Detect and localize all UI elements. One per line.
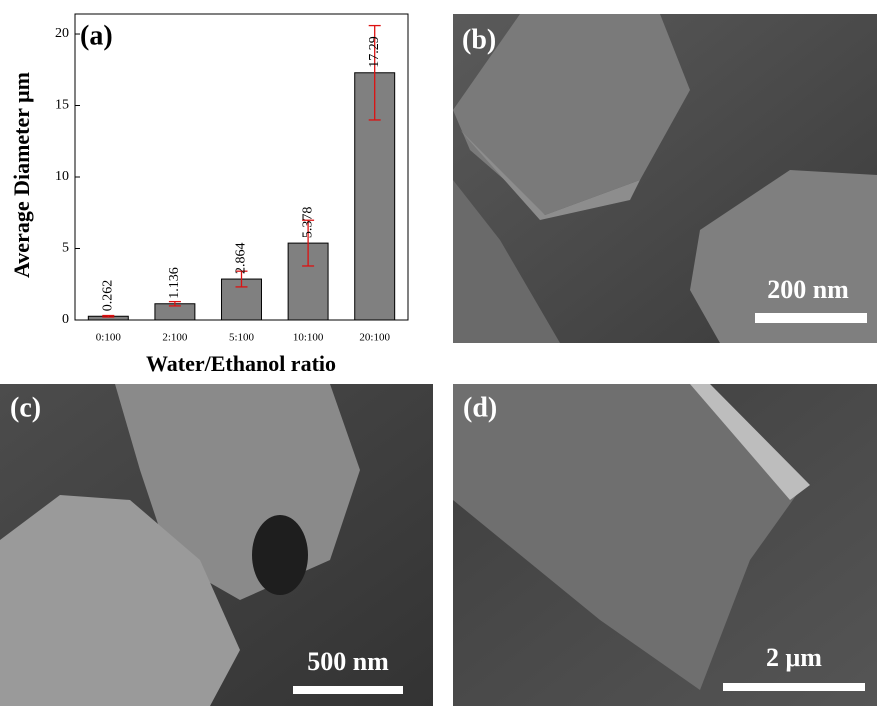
x-axis-label: Water/Ethanol ratio (146, 351, 336, 376)
scale-label: 2 μm (766, 643, 822, 672)
y-tick-label: 10 (55, 169, 69, 184)
value-label: 2.864 (234, 243, 249, 275)
panel-label: (b) (462, 24, 496, 55)
y-tick-label: 5 (62, 241, 69, 256)
value-label: 17.29 (367, 36, 382, 68)
value-label: 1.136 (167, 267, 182, 299)
value-label: 5.378 (300, 207, 315, 239)
panel-label: (c) (10, 392, 41, 423)
chart: (a) Water/Ethanol ratio Average Diameter… (9, 13, 409, 376)
x-tick-label: 20:100 (359, 332, 390, 344)
x-tick-label: 0:100 (96, 332, 122, 344)
y-tick-label: 15 (55, 98, 69, 113)
error-bar (102, 314, 115, 318)
y-tick-label: 0 (62, 312, 69, 327)
image-d: (d) 2 μm (453, 384, 877, 706)
error-bar (235, 270, 248, 288)
error-bar (368, 24, 381, 121)
x-tick-label: 5:100 (229, 332, 255, 344)
value-label: 0.262 (101, 280, 116, 312)
panel-label: (a) (80, 20, 113, 51)
error-bar (168, 300, 181, 307)
x-tick-label: 2:100 (162, 332, 188, 344)
y-tick-label: 20 (55, 26, 69, 41)
scale-label: 500 nm (307, 647, 389, 676)
x-tick-label: 10:100 (293, 332, 324, 344)
y-axis-label: Average Diameter μm (9, 72, 34, 278)
panel-label: (d) (463, 392, 497, 423)
image-c: (c) 500 nm (0, 384, 433, 706)
scale-label: 200 nm (767, 275, 849, 304)
error-bar (302, 219, 315, 267)
image-b: (b) 200 nm (453, 14, 877, 343)
